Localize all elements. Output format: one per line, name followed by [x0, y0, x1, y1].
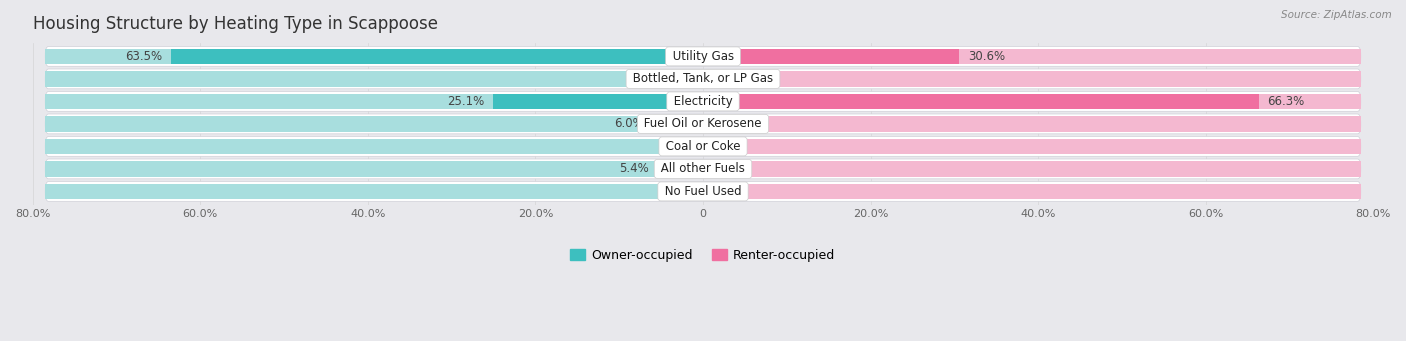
- Bar: [703, 184, 1361, 199]
- FancyBboxPatch shape: [45, 46, 1361, 66]
- Bar: [172, 49, 703, 64]
- Bar: [703, 161, 1361, 177]
- Text: 30.6%: 30.6%: [967, 50, 1005, 63]
- FancyBboxPatch shape: [45, 69, 1361, 89]
- Text: 25.1%: 25.1%: [447, 95, 484, 108]
- Legend: Owner-occupied, Renter-occupied: Owner-occupied, Renter-occupied: [565, 244, 841, 267]
- Text: Fuel Oil or Kerosene: Fuel Oil or Kerosene: [640, 117, 766, 130]
- Bar: [45, 161, 703, 177]
- Text: 66.3%: 66.3%: [1267, 95, 1305, 108]
- Text: Source: ZipAtlas.com: Source: ZipAtlas.com: [1281, 10, 1392, 20]
- Bar: [703, 161, 713, 177]
- Text: 0.0%: 0.0%: [716, 185, 745, 198]
- Bar: [703, 71, 1361, 87]
- Bar: [45, 71, 703, 87]
- Text: 0.0%: 0.0%: [661, 185, 690, 198]
- FancyBboxPatch shape: [45, 159, 1361, 179]
- Text: 0.0%: 0.0%: [661, 140, 690, 153]
- Bar: [658, 161, 703, 177]
- FancyBboxPatch shape: [45, 136, 1361, 156]
- FancyBboxPatch shape: [45, 91, 1361, 111]
- FancyBboxPatch shape: [45, 181, 1361, 201]
- Bar: [703, 116, 1361, 132]
- Bar: [703, 71, 720, 87]
- Bar: [652, 116, 703, 132]
- FancyBboxPatch shape: [45, 114, 1361, 134]
- Bar: [703, 94, 1361, 109]
- Text: Electricity: Electricity: [669, 95, 737, 108]
- Text: Coal or Coke: Coal or Coke: [662, 140, 744, 153]
- Bar: [45, 184, 703, 199]
- Text: 6.0%: 6.0%: [614, 117, 644, 130]
- Bar: [703, 94, 1258, 109]
- Text: 2.0%: 2.0%: [728, 72, 758, 85]
- Text: Bottled, Tank, or LP Gas: Bottled, Tank, or LP Gas: [628, 72, 778, 85]
- Bar: [45, 49, 703, 64]
- Text: No Fuel Used: No Fuel Used: [661, 185, 745, 198]
- Bar: [703, 49, 959, 64]
- Text: 0.0%: 0.0%: [661, 72, 690, 85]
- Text: 1.1%: 1.1%: [721, 162, 751, 175]
- Bar: [45, 116, 703, 132]
- Text: Housing Structure by Heating Type in Scappoose: Housing Structure by Heating Type in Sca…: [32, 15, 437, 33]
- Text: Utility Gas: Utility Gas: [669, 50, 737, 63]
- Text: 5.4%: 5.4%: [620, 162, 650, 175]
- Bar: [703, 139, 1361, 154]
- Bar: [492, 94, 703, 109]
- Bar: [45, 94, 703, 109]
- Text: 63.5%: 63.5%: [125, 50, 163, 63]
- Bar: [45, 139, 703, 154]
- Text: 0.0%: 0.0%: [716, 140, 745, 153]
- Bar: [703, 49, 1361, 64]
- Text: 0.0%: 0.0%: [716, 117, 745, 130]
- Text: All other Fuels: All other Fuels: [657, 162, 749, 175]
